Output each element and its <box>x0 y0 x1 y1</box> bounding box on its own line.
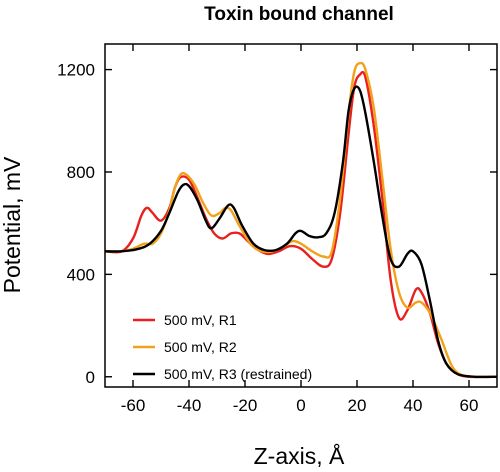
x-tick-label: 40 <box>404 396 423 415</box>
plot-lines <box>104 61 498 379</box>
x-tick-label: 0 <box>296 396 305 415</box>
series-line-2 <box>104 61 498 379</box>
legend-label-3: 500 mV, R3 (restrained) <box>164 366 312 382</box>
y-axis-title: Potential, mV <box>0 156 25 293</box>
x-tick-label: -60 <box>121 396 146 415</box>
legend: 500 mV, R1 500 mV, R2 500 mV, R3 (restrain… <box>133 312 312 382</box>
x-tick-label: 60 <box>460 396 479 415</box>
y-tick-label: 400 <box>67 265 95 284</box>
y-tick-label: 1200 <box>57 61 95 80</box>
legend-label-2: 500 mV, R2 <box>164 339 237 355</box>
x-tick-label: 20 <box>348 396 367 415</box>
plot-frame <box>104 43 498 388</box>
y-tick-label: 800 <box>67 163 95 182</box>
x-tick-label: -20 <box>233 396 258 415</box>
series-line-3 <box>104 85 498 379</box>
x-tick-label: -40 <box>177 396 202 415</box>
legend-label-1: 500 mV, R1 <box>164 312 237 328</box>
x-axis-title: Z-axis, Å <box>254 442 345 469</box>
axes: -60 -40 -20 0 20 40 60 0 400 800 1200 <box>57 43 498 415</box>
y-tick-label: 0 <box>86 368 95 387</box>
chart-title: Toxin bound channel <box>204 4 394 25</box>
